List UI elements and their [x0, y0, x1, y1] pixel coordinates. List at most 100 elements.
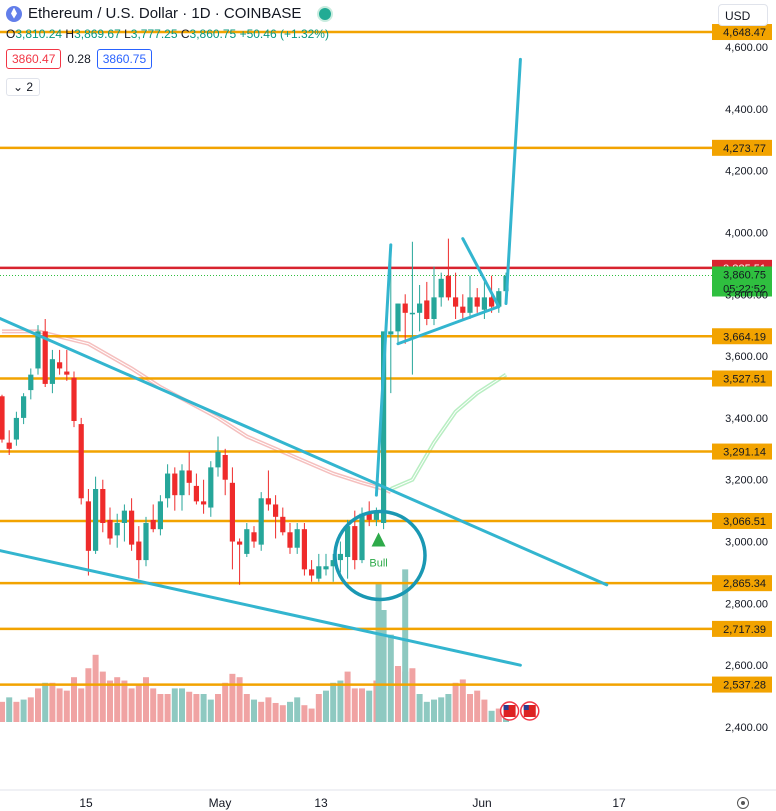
volume-bar: [488, 710, 495, 722]
level-label-box: [712, 24, 772, 41]
open-value: 3,810.24: [15, 27, 63, 41]
change-value: +50.46 (+1.32%): [239, 27, 329, 41]
candle-body: [186, 470, 192, 483]
candle-body: [409, 312, 415, 315]
moving-average-line: [2, 330, 391, 493]
candle-body: [445, 275, 451, 298]
chevron-down-icon: ⌄: [13, 80, 27, 94]
candle-body: [388, 331, 394, 335]
volume-bar: [445, 694, 452, 722]
volume-bar: [459, 679, 466, 722]
candle-body: [201, 501, 207, 505]
volume-bar: [387, 634, 394, 722]
moving-average-layer: [2, 329, 508, 494]
candle-body: [35, 331, 41, 369]
time-axis[interactable]: 15 May 13 Jun 17: [0, 789, 776, 810]
volume-bar: [121, 680, 128, 722]
candle-body: [273, 504, 279, 517]
candle-body: [366, 513, 372, 520]
level-label: 2,717.39: [723, 624, 766, 636]
trendline: [0, 549, 522, 667]
quote-boxes: 3860.47 0.28 3860.75: [6, 49, 153, 69]
candle-body: [474, 297, 480, 307]
buy-price-button[interactable]: 3860.75: [96, 49, 153, 69]
support-resistance-levels: 4,648.47 4,273.77 3,664.19 3,527.51 3,291.14…: [0, 24, 772, 693]
volume-bar: [207, 699, 214, 722]
candle-body: [237, 541, 243, 545]
level-label: 4,273.77: [723, 143, 766, 155]
candle-body: [460, 306, 466, 313]
volume-bar: [366, 690, 373, 722]
volume-bar: [380, 610, 387, 722]
volume-bar: [409, 668, 416, 722]
symbol-title: Ethereum / U.S. Dollar · 1D · COINBASE: [28, 5, 302, 22]
volume-bar: [164, 694, 171, 722]
flag-canton: [523, 705, 529, 710]
volume-bar: [150, 688, 157, 722]
currency-select[interactable]: USD: [718, 4, 768, 26]
symbol-header[interactable]: Ethereum / U.S. Dollar · 1D · COINBASE: [6, 5, 334, 22]
time-tick-label: 17: [612, 796, 626, 810]
price-tick-label: 3,000.00: [725, 537, 768, 549]
price-tick-label: 4,200.00: [725, 166, 768, 178]
candle-body: [64, 371, 70, 375]
trendline: [0, 316, 609, 587]
candle-body: [244, 529, 250, 554]
volume-bar: [243, 694, 250, 722]
candles-layer: [0, 238, 509, 585]
level-label-box: [712, 575, 772, 592]
indicator-collapse-button[interactable]: ⌄ 2: [6, 78, 41, 96]
candle-body: [265, 498, 271, 505]
volume-bar: [27, 697, 34, 722]
volume-bar: [107, 680, 113, 722]
volume-bar: [193, 694, 200, 722]
settings-icon[interactable]: [737, 797, 749, 809]
candle-body: [157, 501, 163, 530]
level-label: 3,291.14: [723, 447, 766, 459]
price-axis[interactable]: 4,600.00 4,400.00 4,200.00 4,000.00 3,800.00…: [725, 42, 768, 734]
candle-body: [193, 485, 199, 502]
market-status-icon[interactable]: [317, 5, 334, 22]
candle-body: [345, 526, 351, 557]
countdown-label: 05:22:52: [723, 283, 766, 295]
level-label-box: [712, 676, 772, 693]
volume-bar: [301, 705, 308, 722]
price-tick-label: 3,600.00: [725, 351, 768, 363]
level-label-box: [712, 620, 772, 637]
level-label-box: [712, 328, 772, 345]
candle-body: [316, 566, 322, 579]
candle-body: [424, 300, 430, 319]
bull-circle-drawing: [333, 509, 427, 602]
volume-bar: [474, 690, 481, 722]
candle-body: [28, 374, 34, 391]
volume-bar: [337, 680, 344, 722]
bull-label: Bull: [369, 557, 387, 569]
candle-body: [352, 526, 358, 561]
candle-body: [172, 473, 178, 496]
candle-body: [179, 470, 185, 496]
candle-body: [395, 303, 401, 332]
level-label-box: [712, 512, 772, 529]
candle-body: [287, 532, 293, 548]
candle-body: [71, 377, 77, 421]
trendline-drawings: [0, 57, 609, 667]
volume-bar: [171, 688, 178, 722]
price-tick-label: 3,400.00: [725, 413, 768, 425]
volume-bar: [351, 688, 358, 722]
level-label: 3,527.51: [723, 373, 766, 385]
trendline: [374, 243, 393, 497]
volume-bar: [481, 699, 488, 722]
sell-price-button[interactable]: 3860.47: [6, 49, 62, 69]
flag-stripes: [503, 705, 516, 717]
volume-bar-highlight: [375, 583, 382, 722]
candle-body: [481, 297, 487, 310]
volume-bar: [287, 701, 293, 722]
volume-bar: [423, 701, 430, 722]
candle-body: [6, 442, 12, 449]
volume-bar: [42, 682, 49, 722]
time-tick-label: May: [209, 796, 232, 810]
volume-bar: [236, 677, 243, 722]
candle-body: [121, 510, 127, 523]
volume-bar: [315, 694, 322, 722]
